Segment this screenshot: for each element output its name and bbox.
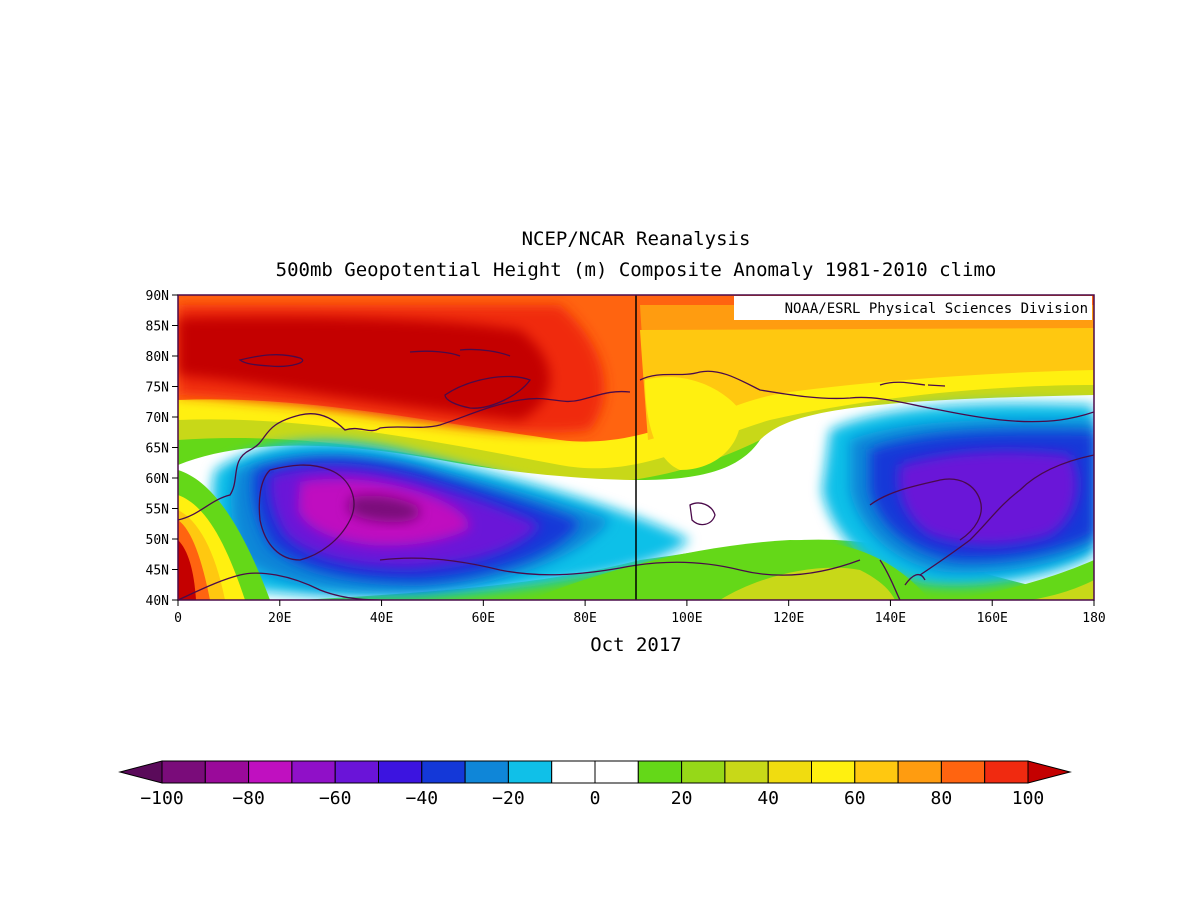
colorbar-bin <box>291 760 336 784</box>
colorbar-bin <box>594 760 639 784</box>
credit-box <box>734 296 1092 320</box>
colorbar-label: 60 <box>844 788 866 809</box>
positive-anomaly-south <box>1030 580 1094 600</box>
positive-anomaly-south <box>720 567 895 600</box>
colorbar-label: 100 <box>1012 788 1045 809</box>
strong-positive-anomaly <box>178 316 550 420</box>
negative-anomaly-east <box>898 451 1078 545</box>
credit-text: NOAA/ESRL Physical Sciences Division <box>785 301 1088 317</box>
lon-tick-label: 20E <box>268 611 291 626</box>
period-label: Oct 2017 <box>590 634 682 656</box>
colorbar <box>118 760 1072 784</box>
positive-anomaly-south <box>940 560 1094 600</box>
lat-tick-label: 40N <box>146 594 169 609</box>
map-panel <box>178 295 1094 600</box>
positive-anomaly-europe <box>178 540 196 600</box>
colorbar-bin <box>811 760 856 784</box>
lon-tick-label: 180 <box>1082 611 1105 626</box>
lat-tick-label: 85N <box>146 320 169 335</box>
lon-tick-label: 40E <box>370 611 393 626</box>
lat-tick-label: 55N <box>146 503 169 518</box>
moderate-positive-anomaly <box>645 376 741 470</box>
colorbar-bin <box>767 760 813 784</box>
lat-tick-label: 75N <box>146 381 169 396</box>
colorbar-label: 0 <box>590 788 601 809</box>
colorbar-bin <box>378 760 423 784</box>
lat-tick-label: 50N <box>146 533 169 548</box>
colorbar-min-arrow <box>118 760 163 784</box>
figure-title: NCEP/NCAR Reanalysis <box>522 228 751 250</box>
colorbar-bin <box>161 760 206 784</box>
lat-tick-label: 60N <box>146 472 169 487</box>
colorbar-bin <box>724 760 769 784</box>
colorbar-label: −80 <box>232 788 265 809</box>
lon-tick-label: 60E <box>472 611 495 626</box>
negative-anomaly <box>348 495 420 523</box>
longitude-axis: 0 20E 40E 60E 80E 100E 120E 140E 160E 180 <box>174 600 1106 626</box>
colorbar-bin <box>204 760 250 784</box>
lon-tick-label: 140E <box>875 611 906 626</box>
colorbar-bin <box>897 760 942 784</box>
colorbar-label: −40 <box>406 788 439 809</box>
lon-tick-label: 80E <box>573 611 596 626</box>
colorbar-labels: −100 −80 −60 −40 −20 0 20 40 60 80 100 <box>140 788 1044 809</box>
lat-tick-label: 70N <box>146 411 169 426</box>
colorbar-bin <box>421 760 466 784</box>
colorbar-bin <box>551 760 596 784</box>
latitude-axis: 90N 85N 80N 75N 70N 65N 60N 55N 50N 45N 40N <box>146 289 178 609</box>
colorbar-bin <box>637 760 683 784</box>
colorbar-bin <box>854 760 899 784</box>
colorbar-label: 40 <box>757 788 779 809</box>
colorbar-bin <box>507 760 553 784</box>
lon-tick-label: 0 <box>174 611 182 626</box>
colorbar-label: 20 <box>671 788 693 809</box>
lat-tick-label: 45N <box>146 564 169 579</box>
colorbar-bin <box>940 760 986 784</box>
colorbar-max-arrow <box>1027 760 1072 784</box>
colorbar-bin <box>681 760 726 784</box>
colorbar-label: −100 <box>140 788 183 809</box>
colorbar-bin <box>464 760 509 784</box>
figure-subtitle: 500mb Geopotential Height (m) Composite … <box>276 259 997 281</box>
colorbar-label: −60 <box>319 788 352 809</box>
colorbar-bin <box>248 760 293 784</box>
lat-tick-label: 80N <box>146 350 169 365</box>
lon-tick-label: 100E <box>671 611 702 626</box>
lat-tick-label: 90N <box>146 289 169 304</box>
lon-tick-label: 160E <box>977 611 1008 626</box>
lat-tick-label: 65N <box>146 442 169 457</box>
colorbar-bin <box>334 760 380 784</box>
lon-tick-label: 120E <box>773 611 804 626</box>
colorbar-label: −20 <box>492 788 525 809</box>
coastlines <box>178 348 1094 600</box>
moderate-positive-anomaly <box>640 328 1094 440</box>
colorbar-label: 80 <box>931 788 953 809</box>
colorbar-bin <box>984 760 1029 784</box>
